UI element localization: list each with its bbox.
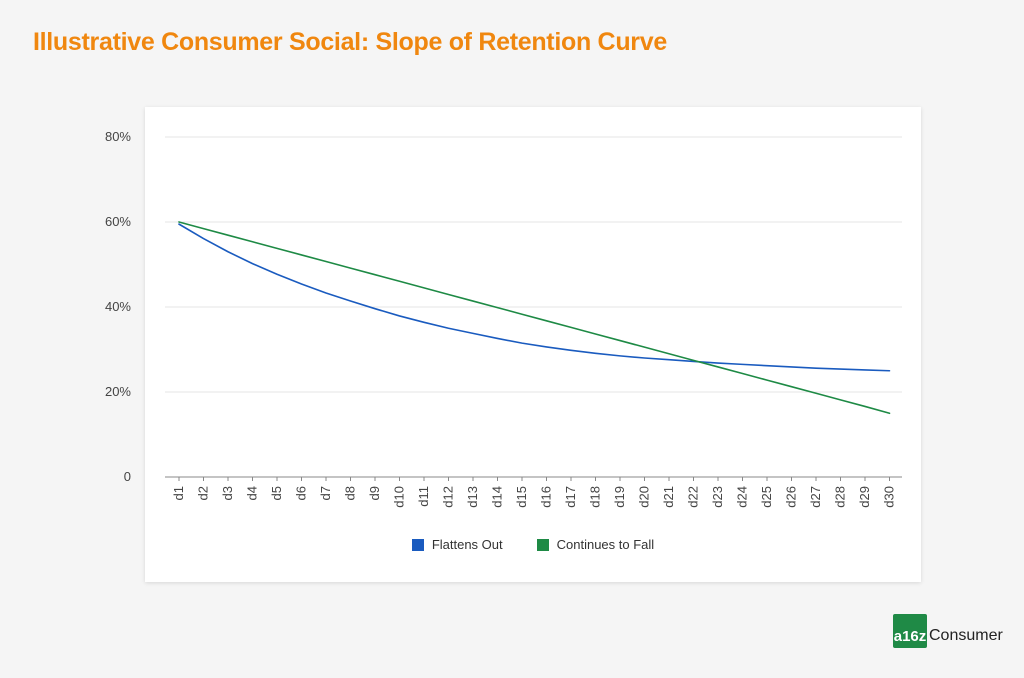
y-tick-label: 20% — [105, 384, 131, 399]
x-tick-label: d28 — [833, 486, 848, 508]
legend-item-flattens-out[interactable]: Flattens Out — [411, 537, 503, 552]
x-tick-label: d17 — [563, 486, 578, 508]
chart-card: 0 20% 40% 60% 80% d1 d2 d3 d4 d5 d6 d7 d8 d9 d10 d11 d1… — [105, 107, 921, 582]
x-tick-label: d10 — [392, 486, 407, 508]
x-tick-label: d5 — [269, 486, 284, 500]
brand-name: Consumer — [929, 627, 1003, 644]
a16z-logo-mark: a16z — [893, 614, 927, 648]
legend-swatch-continues-to-fall — [536, 538, 549, 551]
x-tick-label: d1 — [171, 486, 186, 500]
series-lines — [178, 221, 891, 415]
x-tick-label: d16 — [539, 486, 554, 508]
x-tick-label: d21 — [661, 486, 676, 508]
x-tick-label: d3 — [220, 486, 235, 500]
x-tick-label: d2 — [196, 486, 211, 500]
series-line-flattens-out — [178, 223, 891, 372]
x-tick-label: d24 — [735, 486, 750, 508]
x-tick-label: d11 — [416, 486, 431, 507]
y-tick-label: 60% — [105, 214, 131, 229]
a16z-consumer-logo: a16z Consumer — [893, 614, 1003, 648]
x-tick-label: d12 — [441, 486, 456, 508]
retention-line-chart: 020%40%60%80% d1 d2 d3 d4 d5 d6 d7 d8 d9 d10 d11 d1… — [105, 129, 902, 508]
x-tick-label: d27 — [808, 486, 823, 508]
x-tick-label: d4 — [245, 486, 260, 500]
x-tick-label: d26 — [784, 486, 799, 508]
gridlines — [165, 136, 902, 478]
y-tick-label: 80% — [105, 129, 131, 144]
legend-swatch-flattens-out — [411, 538, 424, 551]
x-tick-label: d18 — [588, 486, 603, 508]
x-tick-label: d8 — [343, 486, 358, 500]
x-tick-label: d7 — [318, 486, 333, 500]
x-tick-label: d30 — [882, 486, 897, 508]
x-tick-label: d25 — [759, 486, 774, 508]
series-line-continues-to-fall — [178, 221, 891, 415]
y-tick-label: 40% — [105, 299, 131, 314]
legend-item-continues-to-fall[interactable]: Continues to Fall — [536, 537, 655, 552]
x-tick-label: d14 — [490, 486, 505, 508]
page-title: Illustrative Consumer Social: Slope of R… — [33, 28, 667, 56]
x-tick-label: d9 — [367, 486, 382, 500]
x-axis: d1 d2 d3 d4 d5 d6 d7 d8 d9 d10 d11 d12 d13 d14 d15 d16 d… — [171, 477, 897, 508]
x-tick-label: d23 — [710, 486, 725, 508]
legend-label-continues-to-fall: Continues to Fall — [556, 537, 655, 552]
legend-label-flattens-out: Flattens Out — [431, 537, 503, 552]
x-tick-label: d13 — [465, 486, 480, 508]
x-tick-label: d29 — [857, 486, 872, 508]
x-tick-label: d6 — [294, 486, 309, 500]
legend: Flattens Out Continues to Fall — [145, 537, 921, 552]
y-axis: 0 20% 40% 60% 80% — [105, 129, 131, 484]
x-tick-label: d19 — [612, 486, 627, 508]
x-tick-label: d22 — [686, 486, 701, 508]
y-tick-label: 0 — [124, 469, 131, 484]
x-tick-label: d20 — [637, 486, 652, 508]
x-tick-label: d15 — [514, 486, 529, 508]
